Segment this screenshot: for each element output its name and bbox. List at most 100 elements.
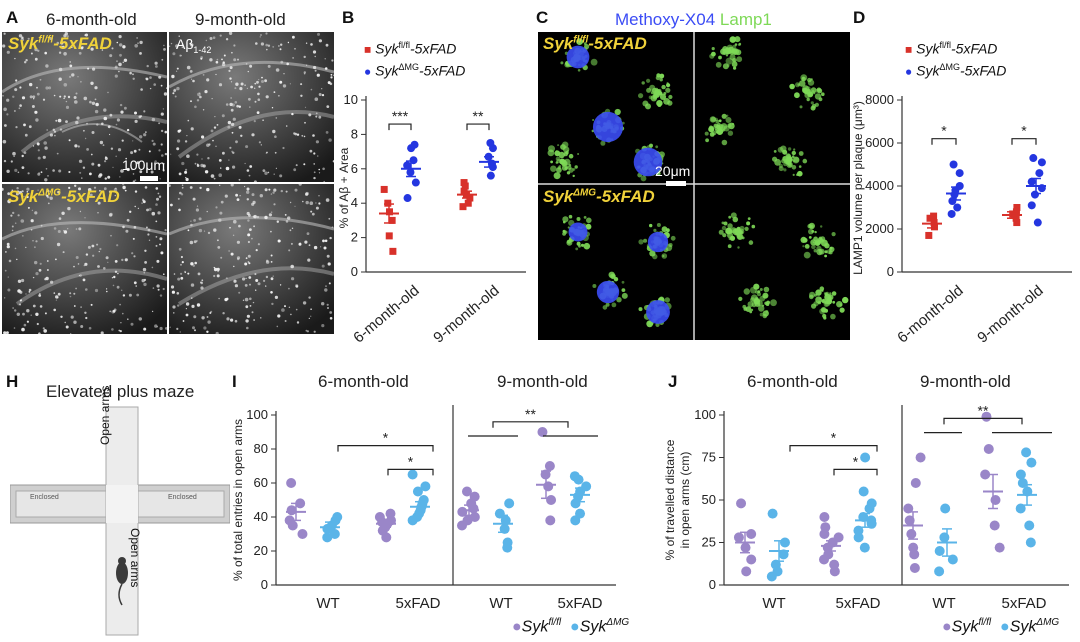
panel-a-genotype-top: Sykfl/fl-5xFAD bbox=[8, 34, 112, 53]
sig-label: ** bbox=[978, 402, 989, 418]
data-point bbox=[981, 411, 992, 422]
data-point bbox=[569, 471, 580, 482]
y-tick-label: 80 bbox=[254, 441, 268, 456]
y-tick-label: 40 bbox=[254, 509, 268, 524]
data-point bbox=[741, 566, 752, 577]
data-point bbox=[581, 481, 592, 492]
panel-label-j: J bbox=[668, 372, 678, 391]
micrograph-c bbox=[538, 32, 850, 340]
data-point bbox=[947, 554, 958, 565]
panel-label-h: H bbox=[6, 372, 19, 391]
y-axis-label-b: % of Aβ + Area bbox=[338, 147, 351, 228]
data-point bbox=[1025, 537, 1036, 548]
x-group-label: WT bbox=[932, 595, 955, 610]
data-point bbox=[403, 161, 412, 170]
data-point bbox=[955, 182, 964, 190]
y-tick-label: 6000 bbox=[865, 135, 894, 150]
y-axis-label-i: % of total entries in open arms bbox=[231, 419, 245, 581]
data-point bbox=[746, 554, 757, 565]
data-point bbox=[746, 529, 757, 539]
panel-label-b: B bbox=[342, 8, 355, 27]
data-point bbox=[934, 566, 945, 577]
data-point bbox=[1024, 520, 1035, 531]
data-point bbox=[733, 532, 744, 543]
data-point bbox=[930, 219, 938, 227]
y-tick-label: 8 bbox=[351, 126, 358, 141]
data-point bbox=[469, 512, 480, 522]
data-point bbox=[284, 515, 295, 526]
data-point bbox=[1027, 201, 1036, 210]
legend-j-bottom: ●Sykfl/fl ●SykΔMG bbox=[942, 617, 1060, 636]
data-point bbox=[322, 532, 333, 543]
data-point bbox=[286, 478, 297, 488]
x-label-d-1: 6-month-old bbox=[894, 282, 966, 346]
data-point bbox=[934, 546, 945, 556]
data-point bbox=[329, 529, 340, 539]
y-tick-label: 100 bbox=[246, 407, 268, 422]
data-point bbox=[940, 503, 951, 514]
y-tick-label: 0 bbox=[261, 577, 268, 592]
y-axis-label-j-2: in open arms (cm) bbox=[678, 452, 692, 549]
data-point bbox=[953, 203, 962, 212]
sig-label: ** bbox=[525, 406, 536, 422]
data-point bbox=[767, 508, 778, 519]
micrograph-a-bottom-left bbox=[2, 184, 167, 334]
sig-bracket bbox=[492, 421, 569, 428]
panel-label-a: A bbox=[6, 8, 19, 27]
data-point bbox=[545, 515, 556, 526]
data-point bbox=[403, 194, 412, 203]
y-tick-label: 20 bbox=[254, 543, 268, 558]
data-point bbox=[543, 481, 554, 492]
data-point bbox=[374, 512, 385, 522]
y-axis-label-d: LAMP1 volume per plaque (μm³) bbox=[852, 101, 865, 275]
data-point bbox=[994, 542, 1005, 553]
y-axis-label-j-1: % of travelled distance bbox=[663, 439, 677, 560]
sig-label: * bbox=[1021, 123, 1027, 139]
sig-bracket bbox=[337, 445, 434, 452]
y-tick-label: 0 bbox=[351, 264, 358, 279]
data-point bbox=[380, 185, 388, 193]
data-point bbox=[1015, 469, 1026, 480]
panel-h-title: Elevated plus maze bbox=[46, 382, 195, 401]
sig-label: ** bbox=[473, 108, 484, 124]
panel-label-i: I bbox=[232, 372, 237, 391]
micrograph-a-top-left bbox=[2, 32, 167, 182]
x-group-label: WT bbox=[316, 595, 339, 610]
data-point bbox=[384, 199, 392, 207]
panel-label-d: D bbox=[853, 8, 866, 27]
y-tick-label: 8000 bbox=[865, 92, 894, 107]
enclosed-left-label: Enclosed bbox=[30, 494, 59, 501]
sig-bracket bbox=[789, 445, 878, 452]
x-label-b-2: 9-month-old bbox=[430, 282, 502, 346]
data-point bbox=[939, 532, 950, 543]
open-arms-bottom-label: Open arms bbox=[128, 528, 142, 588]
data-point bbox=[1026, 457, 1037, 468]
y-tick-label: 4000 bbox=[865, 178, 894, 193]
data-point bbox=[410, 140, 419, 149]
data-point bbox=[1029, 154, 1038, 163]
sig-label: * bbox=[853, 453, 859, 469]
data-point bbox=[461, 486, 472, 497]
data-point bbox=[385, 508, 396, 519]
data-point bbox=[770, 559, 781, 570]
y-tick-label: 100 bbox=[694, 407, 716, 422]
y-tick-label: 0 bbox=[887, 264, 894, 279]
data-point bbox=[904, 515, 915, 526]
data-point bbox=[464, 199, 472, 207]
data-point bbox=[411, 178, 420, 187]
micrograph-a-top-right bbox=[169, 32, 334, 182]
sig-label: * bbox=[941, 123, 947, 139]
sig-bracket bbox=[1011, 138, 1037, 145]
data-point bbox=[1033, 218, 1042, 227]
sig-bracket bbox=[388, 123, 412, 131]
data-point bbox=[955, 169, 964, 178]
y-tick-label: 0 bbox=[709, 577, 716, 592]
y-tick-label: 2000 bbox=[865, 221, 894, 236]
legend-i-bottom: ●Sykfl/fl ●SykΔMG bbox=[512, 617, 630, 636]
data-point bbox=[459, 203, 467, 211]
sig-label: *** bbox=[392, 108, 409, 124]
y-tick-label: 6 bbox=[351, 161, 358, 176]
